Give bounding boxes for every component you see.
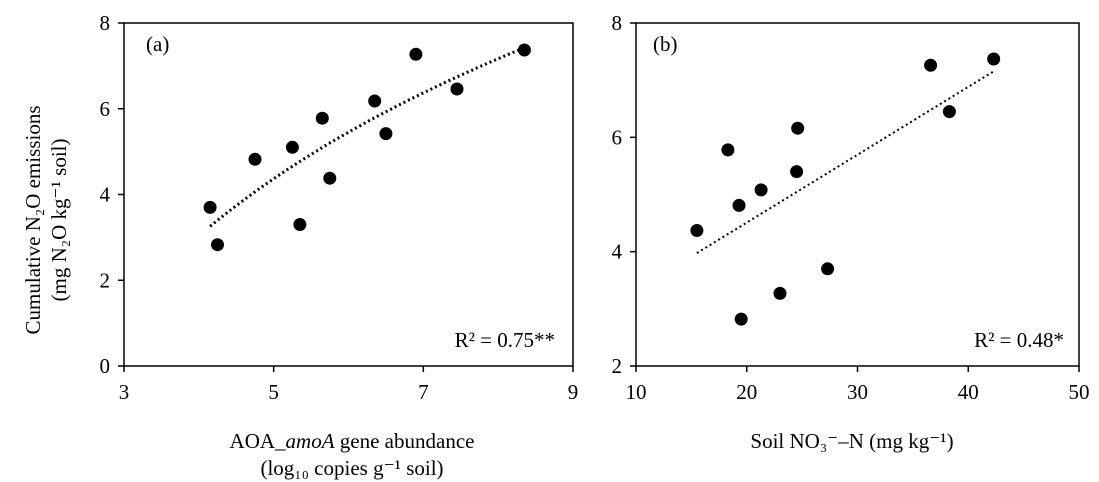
panel-a-y-tick-label: 8 (100, 11, 111, 35)
panel-b-data-point (790, 165, 804, 179)
panel-a-data-point (368, 94, 382, 108)
panel-b-x-tick-label: 50 (1069, 380, 1090, 404)
panel-b-data-point (924, 58, 938, 72)
panel-a-y-tick-label: 2 (100, 268, 111, 292)
panel-a-data-point (293, 218, 307, 231)
panel-b-y-tick-label: 4 (612, 240, 623, 264)
panel-b-data-point (690, 224, 704, 237)
panel-a-data-point (323, 171, 337, 185)
panel-b: 10 20 30 40 50 2 4 6 8 (b) R² = 0.48* Soil NO₃⁻–… (612, 11, 1090, 453)
panel-b-trendline (696, 70, 995, 254)
y-axis-label: Cumulative N₂O emissions (mg N₂O kg⁻¹ so… (21, 106, 71, 335)
panel-b-data-point (821, 262, 835, 276)
panel-a-y-tick-label: 4 (100, 183, 111, 207)
panel-b-data-point (773, 286, 787, 300)
panel-a-data-point (517, 43, 531, 57)
panel-a-trendline (209, 46, 525, 228)
panel-a-data-point (409, 47, 423, 61)
panel-a-x-tick-label: 7 (418, 380, 429, 404)
panel-a-data-point (315, 111, 329, 125)
panel-a-r2: R² = 0.75** (455, 328, 555, 352)
y-axis-label-line2: (mg N₂O kg⁻¹ soil) (47, 139, 71, 302)
panel-b-data-point (942, 105, 956, 119)
panel-b-x-tick-label: 30 (847, 380, 868, 404)
panel-a-data-point (248, 152, 262, 166)
panel-b-data-point (734, 312, 748, 326)
panel-a-y-tick-label: 0 (100, 354, 111, 378)
panel-b-y-tick-label: 2 (612, 354, 623, 378)
panel-b-tick-labels: 10 20 30 40 50 2 4 6 8 (612, 11, 1090, 404)
panel-a-y-tick-label: 6 (100, 97, 111, 121)
panel-b-data-point (791, 121, 805, 135)
panel-a-data-point (379, 127, 393, 141)
panel-b-label: (b) (653, 32, 678, 56)
panel-b-data-point (987, 52, 1001, 66)
panel-a-label: (a) (146, 32, 169, 56)
panel-b-data-point (721, 143, 735, 157)
panel-a-frame (123, 22, 574, 367)
panel-b-y-tick-label: 6 (612, 125, 623, 149)
panel-b-x-tick-label: 20 (736, 380, 757, 404)
panel-a-x-axis-label-line1: AOA_amoA gene abundance (230, 429, 475, 453)
panel-b-x-tick-label: 10 (626, 380, 647, 404)
panel-a-x-tick-label: 5 (268, 380, 279, 404)
panel-b-x-axis-label: Soil NO₃⁻–N (mg kg⁻¹) (750, 429, 953, 453)
panel-a-x-tick-label: 3 (119, 380, 130, 404)
panel-b-y-tick-label: 8 (612, 11, 623, 35)
panel-b-data-point (754, 183, 768, 197)
panel-b-data-point (732, 198, 746, 212)
panel-a-tick-labels: 3 5 7 9 0 2 4 6 8 (100, 11, 579, 404)
panel-a-x-tick-label: 9 (568, 380, 579, 404)
panel-b-frame (635, 22, 1080, 367)
panel-b-x-tick-label: 40 (958, 380, 979, 404)
panel-b-points (690, 52, 1001, 326)
panel-a-data-point (450, 82, 464, 96)
y-axis-label-line1: Cumulative N₂O emissions (21, 106, 45, 335)
panel-a: 3 5 7 9 0 2 4 6 8 (a) R² = 0.75** AOA_amoA gene … (100, 11, 579, 480)
panel-b-r2: R² = 0.48* (974, 328, 1064, 352)
panel-a-data-point (203, 200, 217, 214)
panel-a-x-axis-label-line2: (log₁₀ copies g⁻¹ soil) (260, 456, 443, 480)
panel-a-points (203, 43, 531, 252)
panel-a-data-point (211, 238, 224, 252)
panel-a-data-point (285, 140, 299, 154)
